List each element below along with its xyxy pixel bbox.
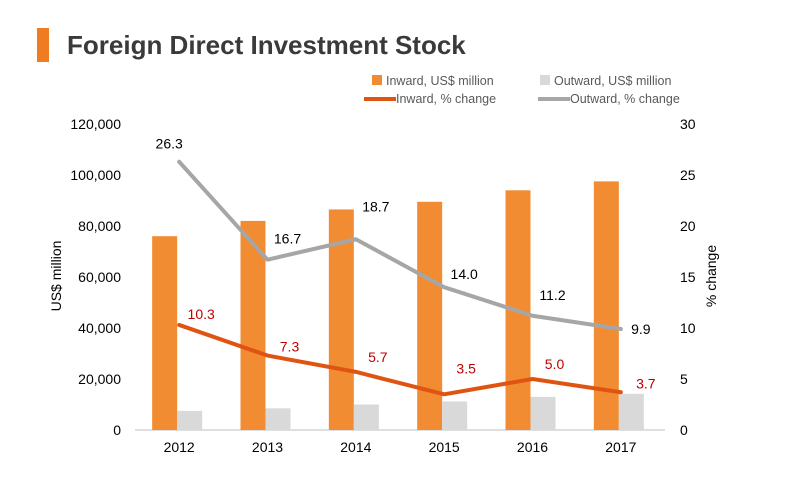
inward-change-label: 5.7 — [368, 349, 388, 365]
y2-axis-title: % change — [703, 245, 719, 307]
y2-tick-label: 5 — [680, 371, 688, 387]
x-tick-label: 2012 — [164, 439, 195, 455]
y2-tick-label: 20 — [680, 218, 696, 234]
x-tick-label: 2015 — [429, 439, 460, 455]
legend-label-inward-bar: Inward, US$ million — [386, 74, 494, 88]
outward-bar — [177, 410, 203, 430]
y-tick-label: 60,000 — [78, 269, 121, 285]
y2-tick-label: 10 — [680, 320, 696, 336]
inward-change-label: 3.5 — [456, 360, 476, 376]
y2-tick-label: 30 — [680, 116, 696, 132]
page-title: Foreign Direct Investment Stock — [67, 30, 466, 60]
outward-bar — [353, 404, 379, 430]
y-tick-label: 40,000 — [78, 320, 121, 336]
legend: Inward, US$ million Outward, US$ million… — [364, 74, 680, 106]
outward-change-label: 18.7 — [362, 198, 389, 214]
inward-bar — [152, 236, 178, 430]
y2-tick-label: 15 — [680, 269, 696, 285]
legend-swatch-outward-bar — [540, 75, 550, 85]
x-tick-label: 2013 — [252, 439, 283, 455]
inward-change-label: 5.0 — [545, 356, 565, 372]
outward-change-label: 9.9 — [631, 321, 651, 337]
outward-bar — [618, 393, 644, 430]
legend-label-outward-bar: Outward, US$ million — [554, 74, 671, 88]
y-tick-label: 20,000 — [78, 371, 121, 387]
y-axis-title: US$ million — [48, 241, 64, 312]
inward-change-label: 3.7 — [636, 375, 656, 391]
outward-change-label: 11.2 — [539, 287, 565, 303]
legend-swatch-inward-bar — [372, 75, 382, 85]
x-tick-label: 2014 — [340, 439, 371, 455]
legend-label-inward-line: Inward, % change — [396, 92, 496, 106]
inward-change-line — [177, 322, 623, 397]
y2-tick-label: 0 — [680, 422, 688, 438]
outward-bar — [265, 408, 291, 430]
x-tick-label: 2017 — [605, 439, 636, 455]
y-tick-label: 100,000 — [70, 167, 121, 183]
x-tick-label: 2016 — [517, 439, 548, 455]
y-tick-label: 0 — [113, 422, 121, 438]
outward-change-label: 14.0 — [451, 266, 478, 282]
outward-bar — [442, 401, 468, 430]
plot-area: 0 20,000 40,000 60,000 80,000 100,000 120,000 0… — [70, 116, 695, 455]
outward-bar — [530, 396, 556, 430]
y2-tick-label: 25 — [680, 167, 696, 183]
y-tick-label: 120,000 — [70, 116, 121, 132]
outward-change-line — [177, 159, 623, 332]
y-tick-label: 80,000 — [78, 218, 121, 234]
inward-bar — [417, 201, 443, 430]
legend-label-outward-line: Outward, % change — [570, 92, 680, 106]
inward-change-label: 10.3 — [188, 306, 215, 322]
inward-change-label: 7.3 — [280, 339, 300, 355]
outward-change-label: 26.3 — [156, 136, 183, 152]
title-accent-bar — [37, 28, 49, 62]
outward-change-label: 16.7 — [274, 231, 301, 247]
